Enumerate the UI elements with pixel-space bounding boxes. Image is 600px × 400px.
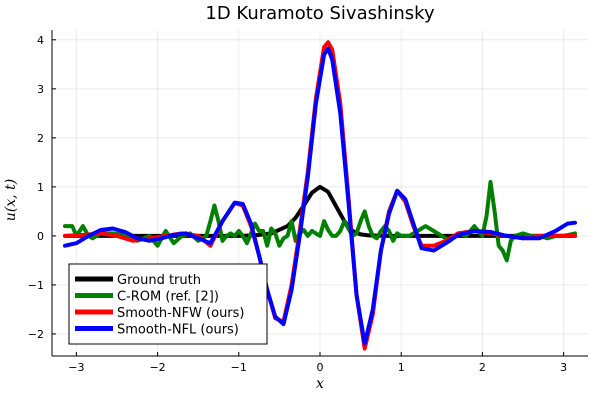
legend-label: C-ROM (ref. [2]) [117, 290, 219, 305]
y-tick-label: 2 [37, 132, 44, 145]
y-tick-label: 1 [37, 181, 44, 194]
y-axis-label: u(x, t) [3, 179, 19, 221]
y-tick-label: 0 [37, 230, 44, 243]
x-tick-label: −3 [68, 361, 84, 374]
x-tick-label: 3 [560, 361, 567, 374]
y-tick-label: −1 [28, 279, 44, 292]
series-layer [63, 40, 577, 351]
legend: Ground truth C-ROM (ref. [2])Smooth-NFW (… [68, 263, 268, 345]
axes: −3 −2 −1 0 1 2 3 −2 −1 0 1 2 3 4 [28, 30, 588, 374]
y-tick-label: 4 [37, 34, 44, 47]
x-tick-label: −2 [149, 361, 165, 374]
x-tick-label: 0 [317, 361, 324, 374]
legend-label: Smooth-NFL (ours) [117, 323, 239, 338]
x-tick-label: −1 [231, 361, 247, 374]
x-axis-label: x [316, 376, 324, 392]
y-tick-label: 3 [37, 83, 44, 96]
x-tick-label: 1 [398, 361, 405, 374]
y-tick-label: −2 [28, 328, 44, 341]
legend-label: Ground truth [117, 273, 201, 288]
legend-label: Smooth-NFW (ours) [117, 306, 245, 321]
chart-title: 1D Kuramoto Sivashinsky [205, 3, 435, 24]
series-line-4 [63, 46, 577, 346]
x-tick-label: 2 [479, 361, 486, 374]
